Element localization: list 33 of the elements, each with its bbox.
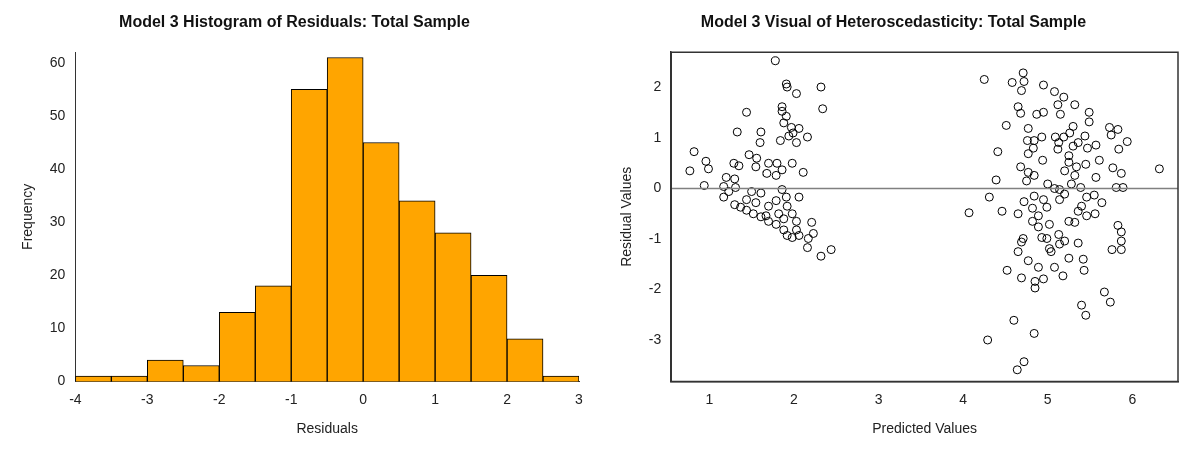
- y-tick-label: 40: [49, 159, 66, 176]
- x-axis-title: Predicted Values: [872, 420, 978, 437]
- x-tick-label: 1: [431, 390, 440, 407]
- y-tick-label: 30: [49, 212, 66, 229]
- chart-title: Model 3 Histogram of Residuals: Total Sample: [119, 13, 471, 31]
- y-axis-title: Frequency: [19, 183, 36, 250]
- y-tick-label: 2: [653, 78, 662, 95]
- x-tick-label: -3: [141, 390, 154, 407]
- y-tick-label: 50: [49, 106, 66, 123]
- x-axis-title: Residuals: [296, 420, 358, 437]
- x-tick-label: 2: [503, 390, 512, 407]
- x-tick-label: 1: [705, 390, 714, 407]
- y-tick-label: 60: [49, 53, 66, 70]
- x-tick-label: -1: [284, 390, 298, 407]
- y-tick-label: -1: [648, 229, 662, 246]
- x-tick-label: -4: [69, 390, 82, 407]
- x-tick-label: 5: [1043, 390, 1052, 407]
- y-tick-label: 0: [653, 179, 662, 196]
- x-tick-label: 0: [359, 390, 368, 407]
- y-tick-label: -3: [648, 330, 662, 347]
- y-tick-label: -2: [648, 280, 662, 297]
- y-tick-label: 10: [49, 319, 66, 336]
- y-tick-label: 0: [57, 372, 66, 389]
- chart-title: Model 3 Visual of Heteroscedasticity: Total Sample: [700, 13, 1087, 31]
- x-tick-label: -2: [213, 390, 226, 407]
- x-tick-label: 4: [959, 390, 968, 407]
- x-tick-label: 6: [1128, 390, 1137, 407]
- x-tick-label: 3: [575, 390, 584, 407]
- y-tick-label: 1: [653, 128, 662, 145]
- x-tick-label: 3: [874, 390, 883, 407]
- x-tick-label: 2: [790, 390, 799, 407]
- y-tick-label: 20: [49, 266, 66, 283]
- y-axis-title: Residual Values: [618, 166, 635, 267]
